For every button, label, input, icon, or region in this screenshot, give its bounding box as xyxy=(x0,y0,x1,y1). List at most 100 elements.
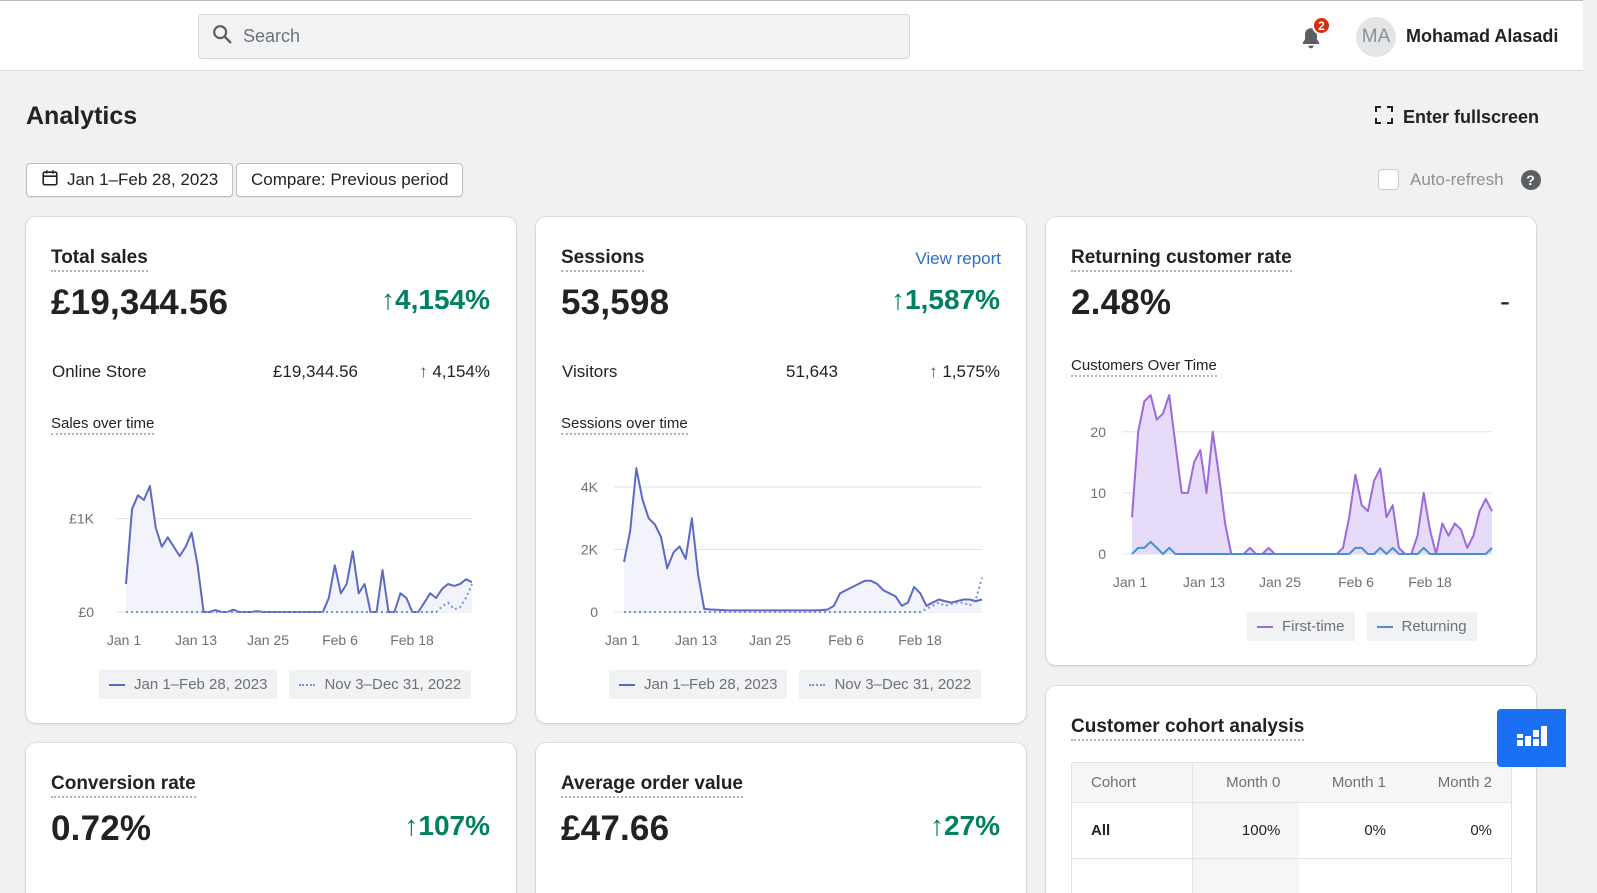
table-cell: All xyxy=(1071,802,1194,859)
date-range-label: Jan 1–Feb 28, 2023 xyxy=(67,170,219,189)
breakdown-value: £19,344.56 xyxy=(272,362,358,381)
x-tick-label: Feb 18 xyxy=(390,632,434,648)
x-tick-label: Feb 6 xyxy=(1338,574,1374,590)
metric-change: ↑27% xyxy=(929,810,1000,841)
chart-legend: First-time Returning xyxy=(1247,612,1477,641)
metric-value: £19,344.56 xyxy=(51,283,229,322)
search-icon xyxy=(211,23,233,50)
fullscreen-button[interactable]: Enter fullscreen xyxy=(1374,105,1539,130)
metric-change: ↑1,587% xyxy=(891,284,1000,315)
series-line xyxy=(125,485,473,613)
breakdown-change: ↑ 4,154% xyxy=(419,362,490,381)
calendar-icon xyxy=(41,169,67,192)
help-icon[interactable]: ? xyxy=(1520,169,1541,190)
x-tick-label: Jan 1 xyxy=(107,632,141,648)
arrow-up-icon: ↑ xyxy=(419,362,428,381)
metric-value: 0.72% xyxy=(51,809,152,848)
metric-change: ↑107% xyxy=(404,810,490,841)
card-title[interactable]: Conversion rate xyxy=(51,773,196,798)
solid-line-swatch xyxy=(109,683,125,686)
fullscreen-icon xyxy=(1374,105,1403,130)
chart-title[interactable]: Sales over time xyxy=(51,415,155,435)
user-name[interactable]: Mohamad Alasadi xyxy=(1406,26,1559,46)
table-cell xyxy=(1405,858,1512,893)
page-title: Analytics xyxy=(26,102,138,130)
x-tick-label: Jan 25 xyxy=(749,632,791,648)
metric-value: 2.48% xyxy=(1071,283,1172,322)
view-report-link[interactable]: View report xyxy=(915,249,1001,268)
date-range-button[interactable]: Jan 1–Feb 28, 2023 xyxy=(26,163,234,197)
chart-legend: Jan 1–Feb 28, 2023 Nov 3–Dec 31, 2022 xyxy=(609,670,982,699)
chart-title[interactable]: Sessions over time xyxy=(561,415,688,435)
avatar[interactable]: MA xyxy=(1356,17,1396,57)
analytics-widget-button[interactable] xyxy=(1497,709,1566,767)
y-tick-label: 2K xyxy=(581,542,599,558)
arrow-up-icon: ↑ xyxy=(404,810,419,841)
table-cell: 100% xyxy=(1192,802,1300,859)
card-title[interactable]: Average order value xyxy=(561,773,743,798)
breakdown-label: Visitors xyxy=(562,362,618,381)
table-row: All 100% 0% 0% xyxy=(1071,802,1512,859)
card-title[interactable]: Customer cohort analysis xyxy=(1071,716,1305,741)
scrollbar[interactable] xyxy=(1583,0,1597,893)
breakdown-change: ↑ 1,575% xyxy=(929,362,1000,381)
chart-legend: Jan 1–Feb 28, 2023 Nov 3–Dec 31, 2022 xyxy=(99,670,472,699)
card-title[interactable]: Sessions xyxy=(561,247,645,272)
cohort-analysis-card: Customer cohort analysis Cohort Month 0 … xyxy=(1046,686,1536,893)
search-input[interactable]: Search xyxy=(198,14,910,59)
top-bar: Search 2 MA Mohamad Alasadi xyxy=(0,0,1597,71)
bar-chart-icon xyxy=(1516,724,1548,753)
dotted-line-swatch xyxy=(299,683,316,686)
column-header: Month 0 xyxy=(1192,762,1300,803)
x-tick-label: Jan 1 xyxy=(605,632,639,648)
total-sales-card: Total sales £19,344.56 ↑4,154% Online St… xyxy=(26,217,516,723)
returning-swatch xyxy=(1376,625,1393,628)
legend-item[interactable]: Returning xyxy=(1366,612,1477,641)
legend-item[interactable]: Jan 1–Feb 28, 2023 xyxy=(609,670,788,699)
y-tick-label: 10 xyxy=(1090,485,1106,501)
y-tick-label: 20 xyxy=(1090,424,1106,440)
chart-title[interactable]: Customers Over Time xyxy=(1071,357,1217,377)
legend-item[interactable]: Nov 3–Dec 31, 2022 xyxy=(799,670,982,699)
x-tick-label: Jan 25 xyxy=(1259,574,1301,590)
arrow-up-icon: ↑ xyxy=(381,284,396,315)
arrow-up-icon: ↑ xyxy=(929,810,944,841)
y-tick-label: £1K xyxy=(69,511,95,527)
sessions-card: Sessions View report 53,598 ↑1,587% Visi… xyxy=(536,217,1026,723)
x-tick-label: Jan 1 xyxy=(1113,574,1147,590)
y-tick-label: £0 xyxy=(78,604,94,620)
solid-line-swatch xyxy=(619,683,635,686)
table-row xyxy=(1071,858,1512,893)
breakdown-label: Online Store xyxy=(52,362,147,381)
legend-item[interactable]: Jan 1–Feb 28, 2023 xyxy=(99,670,278,699)
x-tick-label: Jan 13 xyxy=(675,632,717,648)
x-tick-label: Jan 13 xyxy=(1183,574,1225,590)
card-title[interactable]: Returning customer rate xyxy=(1071,247,1292,272)
compare-label: Compare: Previous period xyxy=(251,170,449,189)
metric-change: ↑4,154% xyxy=(381,284,490,315)
legend-item[interactable]: Nov 3–Dec 31, 2022 xyxy=(289,670,472,699)
metric-value: £47.66 xyxy=(561,809,670,848)
column-header: Cohort xyxy=(1071,762,1194,803)
compare-button[interactable]: Compare: Previous period xyxy=(236,163,464,197)
first-time-swatch xyxy=(1257,625,1273,628)
table-cell: 0% xyxy=(1299,802,1406,859)
metric-value: 53,598 xyxy=(561,283,670,322)
card-title[interactable]: Total sales xyxy=(51,247,148,272)
cohort-table: Cohort Month 0 Month 1 Month 2 All 100% … xyxy=(1071,762,1512,893)
x-tick-label: Feb 18 xyxy=(898,632,942,648)
auto-refresh-checkbox[interactable] xyxy=(1378,169,1399,190)
dotted-line-swatch xyxy=(809,683,826,686)
notification-count-badge: 2 xyxy=(1312,16,1331,35)
series-area xyxy=(624,468,982,612)
table-header-row: Cohort Month 0 Month 1 Month 2 xyxy=(1071,762,1512,803)
table-cell xyxy=(1299,858,1406,893)
table-cell xyxy=(1192,858,1300,893)
auto-refresh-control: Auto-refresh ? xyxy=(1378,169,1541,190)
series-line xyxy=(1131,540,1493,555)
auto-refresh-label: Auto-refresh xyxy=(1410,169,1504,189)
y-tick-label: 0 xyxy=(1098,546,1106,562)
metric-change: - xyxy=(1500,285,1510,318)
legend-item[interactable]: First-time xyxy=(1247,612,1355,641)
series-line xyxy=(623,467,983,612)
